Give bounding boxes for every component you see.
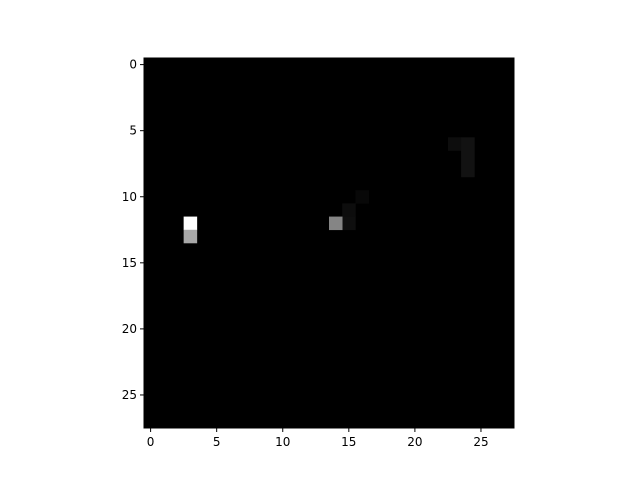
heatmap-cell [342,216,356,231]
heatmap-cell [183,229,198,244]
x-tick-label: 0 [147,435,155,449]
heatmap-cell [461,150,475,165]
x-axis: 0 5 10 15 20 25 [147,428,489,449]
heatmap-cell [329,216,343,231]
x-tick-label: 15 [341,435,356,449]
y-tick-label: 15 [122,256,137,270]
heatmap-cells [183,137,475,244]
x-tick-label: 10 [275,435,290,449]
heatmap-cell [447,137,462,151]
y-tick-label: 0 [129,58,137,72]
plot-area [143,57,515,429]
y-tick-label: 5 [129,124,137,138]
x-tick-label: 5 [213,435,221,449]
heatmap-background [144,58,514,428]
heatmap-cell [183,216,198,231]
y-tick-label: 10 [122,190,137,204]
x-tick-label: 20 [407,435,422,449]
x-tick-label: 25 [473,435,488,449]
heatmap-cell [355,190,369,204]
heatmap-cell [461,137,475,151]
heatmap-cell [461,163,475,178]
axes-frame [143,57,515,429]
y-axis: 0 5 10 15 20 25 [122,58,144,402]
heatmap-cell [342,203,356,217]
y-tick-label: 25 [122,388,137,402]
y-tick-label: 20 [122,322,137,336]
